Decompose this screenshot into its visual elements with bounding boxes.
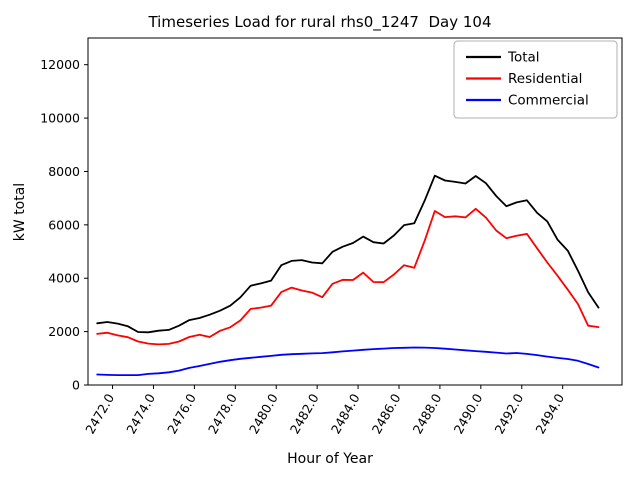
y-tick-label: 2000 (48, 324, 80, 339)
y-tick-label: 8000 (48, 164, 80, 179)
y-tick-label: 4000 (48, 271, 80, 286)
x-tick-label: 2490.0 (451, 391, 486, 436)
x-tick-label: 2492.0 (491, 391, 526, 436)
legend-label-residential: Residential (508, 71, 582, 87)
y-axis-label: kW total (12, 182, 28, 242)
x-axis-label: Hour of Year (287, 451, 373, 467)
x-tick-label: 2478.0 (205, 391, 240, 436)
x-tick-label: 2488.0 (410, 391, 445, 436)
y-tick-label: 6000 (48, 217, 80, 232)
plot-frame (87, 37, 623, 386)
legend-box (453, 40, 618, 119)
x-tick-label: 2482.0 (287, 391, 322, 436)
x-tick-label: 2476.0 (164, 391, 199, 436)
y-tick-label: 12000 (40, 57, 80, 72)
x-tick-label: 2486.0 (369, 391, 404, 436)
x-tick-label: 2480.0 (246, 391, 281, 436)
x-tick-label: 2474.0 (123, 391, 158, 436)
x-tick-label: 2494.0 (532, 391, 567, 436)
series-line-total (96, 174, 600, 334)
legend-label-total: Total (507, 50, 540, 66)
legend-label-commercial: Commercial (508, 93, 589, 109)
series-line-residential (96, 207, 600, 346)
chart-title: Timeseries Load for rural rhs0_1247 Day … (148, 13, 492, 31)
y-tick-label: 0 (72, 378, 80, 393)
x-tick-label: 2472.0 (82, 391, 117, 436)
y-tick-label: 10000 (40, 111, 80, 126)
series-line-commercial (96, 346, 600, 377)
x-tick-label: 2484.0 (328, 391, 363, 436)
